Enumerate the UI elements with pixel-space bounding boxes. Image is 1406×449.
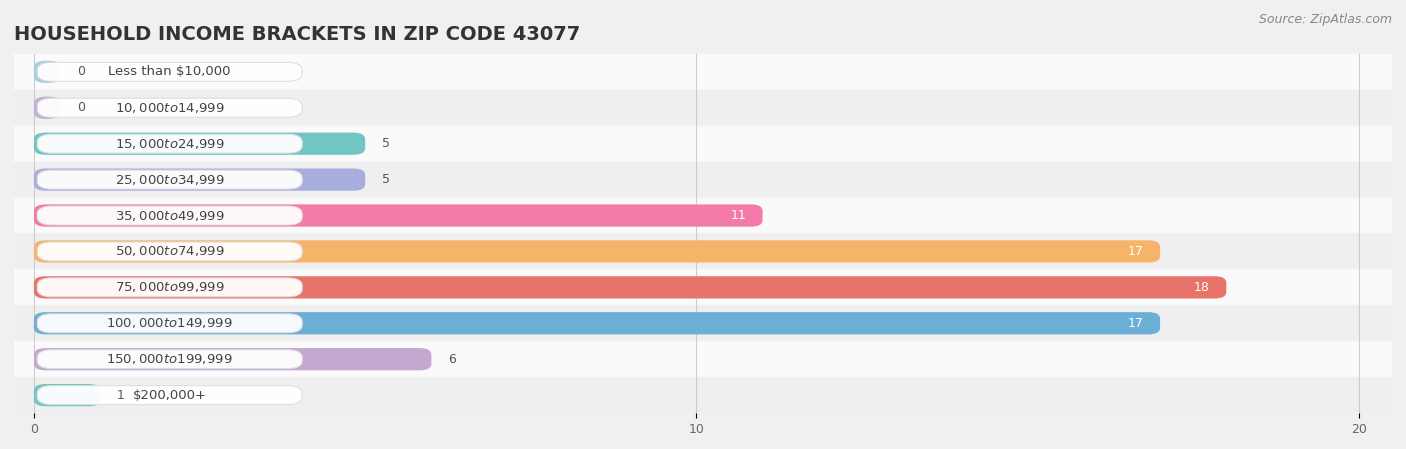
FancyBboxPatch shape [37,350,302,369]
Text: $150,000 to $199,999: $150,000 to $199,999 [107,352,233,366]
Bar [14,377,1392,413]
FancyBboxPatch shape [34,97,60,119]
Bar [14,305,1392,341]
Text: $15,000 to $24,999: $15,000 to $24,999 [115,136,225,151]
FancyBboxPatch shape [34,276,1226,299]
Text: $10,000 to $14,999: $10,000 to $14,999 [115,101,225,115]
FancyBboxPatch shape [37,206,302,225]
Text: 5: 5 [381,137,389,150]
FancyBboxPatch shape [34,348,432,370]
Bar [14,162,1392,198]
FancyBboxPatch shape [37,62,302,81]
FancyBboxPatch shape [34,132,366,155]
Bar [14,126,1392,162]
FancyBboxPatch shape [34,204,762,227]
Bar [14,233,1392,269]
FancyBboxPatch shape [34,384,100,406]
FancyBboxPatch shape [37,134,302,153]
Text: HOUSEHOLD INCOME BRACKETS IN ZIP CODE 43077: HOUSEHOLD INCOME BRACKETS IN ZIP CODE 43… [14,25,581,44]
Bar [14,198,1392,233]
Text: 11: 11 [730,209,747,222]
Text: $200,000+: $200,000+ [132,389,207,401]
Text: 0: 0 [77,101,84,114]
FancyBboxPatch shape [37,170,302,189]
Text: Less than $10,000: Less than $10,000 [108,66,231,78]
FancyBboxPatch shape [37,242,302,261]
Text: 18: 18 [1194,281,1209,294]
Text: Source: ZipAtlas.com: Source: ZipAtlas.com [1258,13,1392,26]
FancyBboxPatch shape [34,240,1160,263]
Text: $35,000 to $49,999: $35,000 to $49,999 [115,208,225,223]
Bar [14,54,1392,90]
FancyBboxPatch shape [37,314,302,333]
Bar [14,341,1392,377]
Text: 6: 6 [449,353,456,365]
FancyBboxPatch shape [37,278,302,297]
Text: $100,000 to $149,999: $100,000 to $149,999 [107,316,233,330]
Text: 1: 1 [117,389,125,401]
Text: 0: 0 [77,66,84,78]
Text: 17: 17 [1128,245,1143,258]
Text: 5: 5 [381,173,389,186]
FancyBboxPatch shape [34,312,1160,335]
Text: $75,000 to $99,999: $75,000 to $99,999 [115,280,225,295]
FancyBboxPatch shape [37,386,302,405]
Text: $50,000 to $74,999: $50,000 to $74,999 [115,244,225,259]
FancyBboxPatch shape [34,61,60,83]
Bar [14,90,1392,126]
Text: 17: 17 [1128,317,1143,330]
FancyBboxPatch shape [34,168,366,191]
Text: $25,000 to $34,999: $25,000 to $34,999 [115,172,225,187]
FancyBboxPatch shape [37,98,302,117]
Bar [14,269,1392,305]
